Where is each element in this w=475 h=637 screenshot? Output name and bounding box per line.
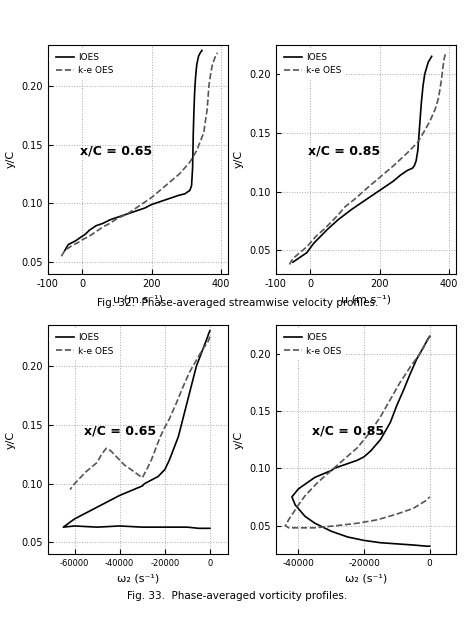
Text: x/C = 0.65: x/C = 0.65: [84, 425, 156, 438]
Y-axis label: y/C: y/C: [6, 431, 16, 448]
Text: x/C = 0.85: x/C = 0.85: [308, 145, 380, 158]
Legend: IOES, k-e OES: IOES, k-e OES: [280, 329, 345, 359]
Text: Fig. 33.  Phase-averaged vorticity profiles.: Fig. 33. Phase-averaged vorticity profil…: [127, 590, 348, 601]
Legend: IOES, k-e OES: IOES, k-e OES: [280, 49, 345, 79]
Text: x/C = 0.65: x/C = 0.65: [80, 145, 152, 158]
X-axis label: u (m.s⁻¹): u (m.s⁻¹): [113, 294, 163, 304]
Y-axis label: y/C: y/C: [234, 150, 244, 168]
X-axis label: ω₂ (s⁻¹): ω₂ (s⁻¹): [345, 573, 387, 583]
X-axis label: ω₂ (s⁻¹): ω₂ (s⁻¹): [117, 573, 159, 583]
X-axis label: u (m.s⁻¹): u (m.s⁻¹): [341, 294, 391, 304]
Text: x/C = 0.85: x/C = 0.85: [312, 425, 384, 438]
Legend: IOES, k-e OES: IOES, k-e OES: [52, 49, 117, 79]
Y-axis label: y/C: y/C: [234, 431, 244, 448]
Y-axis label: y/C: y/C: [6, 150, 16, 168]
Text: Fig. 32.  Phase-averaged streamwise velocity profiles.: Fig. 32. Phase-averaged streamwise veloc…: [97, 297, 378, 308]
Legend: IOES, k-e OES: IOES, k-e OES: [52, 329, 117, 359]
